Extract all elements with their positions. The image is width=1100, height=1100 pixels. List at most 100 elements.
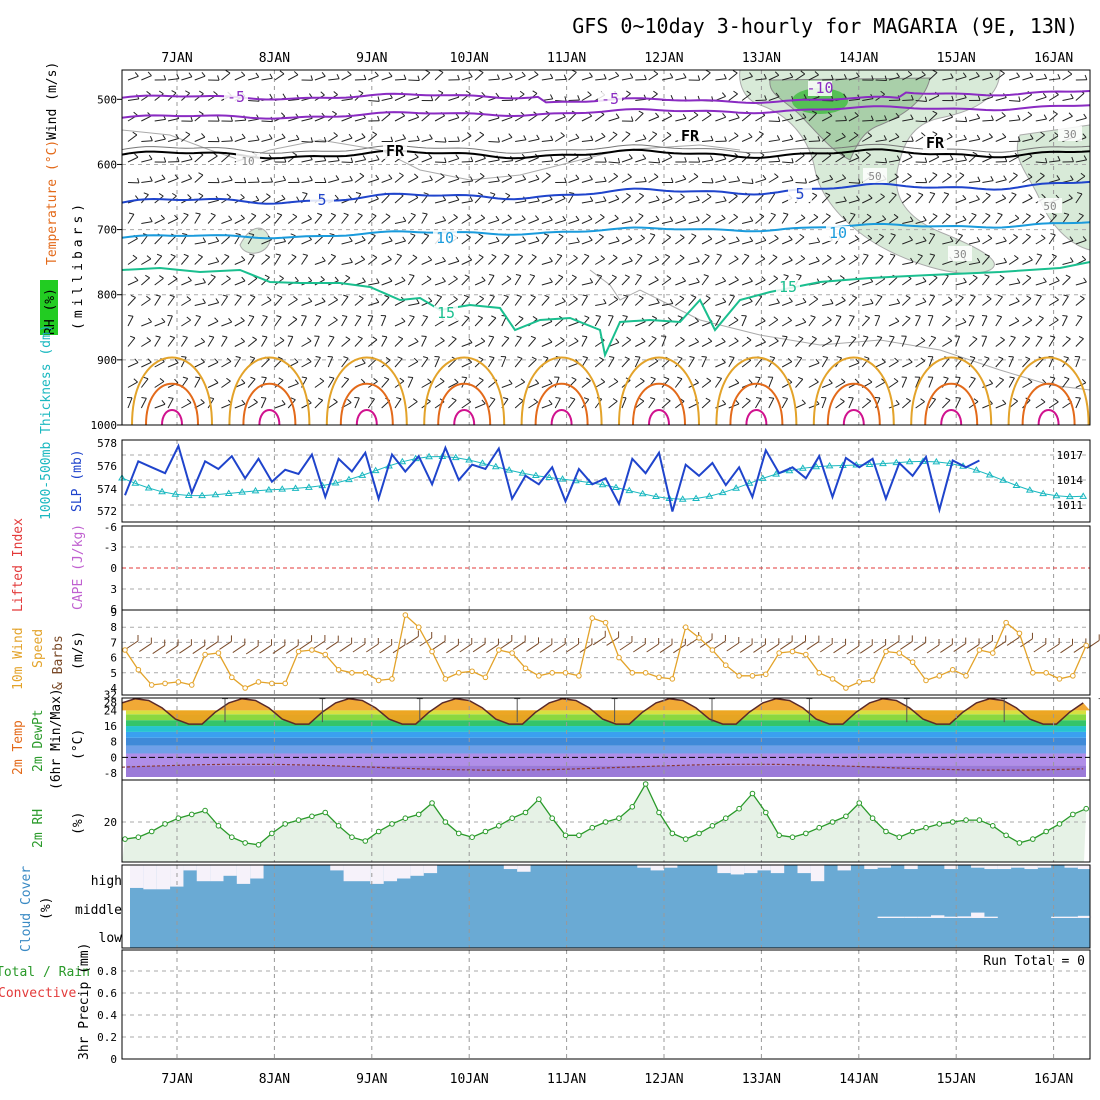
contour-label-bg (788, 187, 812, 202)
wind-barb-flag (495, 215, 500, 221)
wind-barb (728, 319, 739, 327)
wind-barb (461, 113, 471, 122)
wind-barb (474, 403, 486, 409)
wind-barb-flag (816, 237, 821, 243)
rh-contour-10b (589, 269, 1091, 391)
wind10m-barb (726, 642, 740, 652)
wind-barb-flag (373, 378, 378, 382)
wind-barb-flag (705, 397, 711, 402)
wind-barb-flag (774, 173, 779, 178)
wind-barb (608, 357, 615, 368)
wind-barb (541, 382, 553, 388)
wind-barb-flag (159, 275, 164, 279)
wind-barb (861, 135, 872, 142)
wind-barb (274, 137, 286, 142)
wind-barb-flag (521, 215, 526, 220)
wind-speed-point (616, 654, 622, 661)
wind-barb-flag (963, 277, 967, 283)
wind-barb-flag (132, 131, 138, 136)
wind-barb-flag (235, 233, 241, 236)
wind-barb-flag (1065, 274, 1071, 278)
wind-barb-flag (825, 213, 831, 217)
wind-barb-flag (1025, 233, 1031, 238)
wind-barb (274, 379, 284, 388)
wind-barb (888, 216, 899, 224)
wind-barb-flag (929, 233, 935, 236)
wind-barb (581, 239, 593, 245)
wind-barb-flag (1083, 155, 1088, 161)
bl-contour (453, 409, 476, 426)
wind-barb (875, 337, 883, 347)
wind-barb (928, 398, 937, 409)
wind-barb (434, 296, 443, 306)
wind-barb-flag (1054, 296, 1059, 301)
wind-barb (354, 259, 365, 265)
wind-barb-flag (691, 233, 697, 237)
wind-barb (394, 280, 406, 286)
wind-barb (968, 261, 980, 265)
thickness-point (612, 483, 620, 491)
temp-tick: 32 (104, 689, 117, 702)
wind-barb (955, 219, 967, 224)
wind-barb-flag (1082, 133, 1087, 138)
wind-barb-flag (908, 358, 913, 363)
wind-barb (301, 402, 312, 409)
wind-barb (194, 361, 205, 368)
wind-barb-flag (589, 175, 593, 180)
wind-barb-flag (721, 92, 726, 97)
wind-barb-flag (910, 114, 914, 120)
wind-barb (621, 157, 633, 163)
wind-barb (501, 337, 510, 347)
wind-barb-flag (217, 75, 220, 81)
wind-barb-flag (802, 113, 807, 118)
bl-contour (534, 382, 589, 426)
rh-tick: 20 (104, 816, 117, 829)
wind-barb (995, 277, 1005, 286)
wind-barb (408, 361, 419, 368)
wind-barb (795, 357, 803, 368)
day-label-bottom: 14JAN (839, 1072, 878, 1087)
wind-barb (287, 74, 299, 81)
wind-barb-flag (791, 157, 794, 164)
wind-barb-flag (1070, 93, 1074, 99)
wind-barb-flag (989, 379, 994, 384)
wind-barb-flag (640, 377, 645, 382)
thickness-tick: 578 (97, 437, 117, 450)
wind-barb (194, 256, 203, 265)
wind-barb-flag (839, 398, 845, 402)
wind-barb (368, 198, 379, 204)
wind-barb-flag (1068, 194, 1073, 199)
rh-point (429, 800, 435, 806)
wind-barb (995, 197, 1006, 204)
wind-barb (408, 302, 420, 306)
contour-label-bg (224, 90, 248, 105)
wind-barb-flag (842, 174, 847, 179)
wind-barb-flag (348, 133, 353, 139)
wind-barb (688, 199, 700, 204)
thickness-point (812, 462, 821, 470)
wind-barb (755, 320, 766, 327)
wind-barb-flag (1063, 212, 1069, 215)
wind-barb (608, 257, 618, 265)
thickness-tick: 576 (97, 460, 117, 473)
wind-barb (354, 136, 366, 142)
wind-barb (328, 179, 339, 183)
wind-barb (541, 235, 550, 245)
wind-barb-flag (654, 276, 659, 281)
wind-barb-flag (1054, 316, 1059, 321)
thickness-point (505, 466, 514, 473)
wind-barb (808, 362, 820, 368)
wind-barb (995, 379, 1004, 388)
wind-barb (822, 302, 834, 306)
contour-label-bg (776, 280, 800, 295)
wind-barb-flag (208, 335, 214, 338)
wind-barb-flag (387, 255, 392, 260)
wind-barb (261, 216, 271, 224)
wind-barb (648, 360, 659, 368)
wind-barb-flag (409, 274, 415, 277)
wind-barb (1035, 161, 1047, 164)
wind-barb (1008, 300, 1020, 306)
wind-barb (608, 315, 614, 327)
wind-barb (194, 282, 206, 286)
wind-barb (675, 237, 685, 245)
